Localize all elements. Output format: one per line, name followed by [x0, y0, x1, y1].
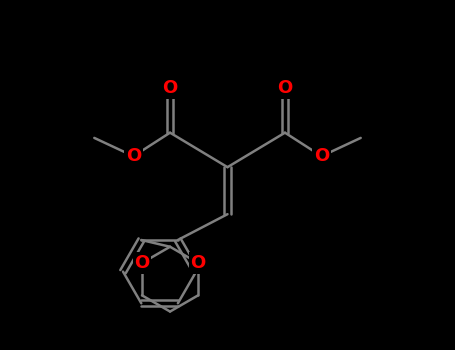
Text: O: O [191, 254, 206, 272]
Text: O: O [278, 79, 293, 97]
Text: O: O [314, 147, 329, 165]
Text: O: O [162, 79, 177, 97]
Text: O: O [134, 254, 150, 272]
Text: O: O [126, 147, 141, 165]
